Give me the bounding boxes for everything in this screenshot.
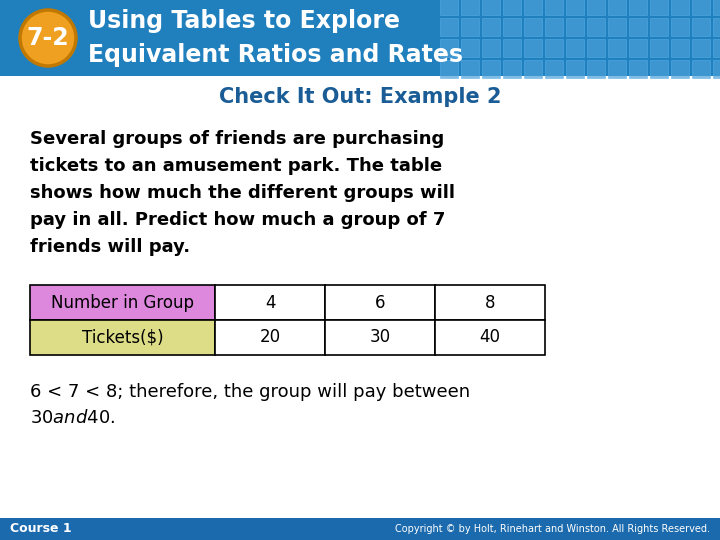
Bar (215, 320, 325, 355)
Text: 6: 6 (374, 294, 385, 312)
Bar (587, 0, 605, 15)
Bar (325, 320, 435, 355)
Bar (440, 18, 458, 36)
Text: pay in all. Predict how much a group of 7: pay in all. Predict how much a group of … (30, 211, 446, 229)
Bar (482, 0, 500, 15)
Bar (692, 0, 710, 15)
Bar (650, 39, 668, 57)
Bar (0, 0, 720, 76)
Bar (461, 60, 479, 78)
Bar (30, 285, 215, 320)
Text: Equivalent Ratios and Rates: Equivalent Ratios and Rates (88, 43, 463, 67)
Bar (461, 18, 479, 36)
Text: 40: 40 (480, 328, 500, 347)
Bar (608, 18, 626, 36)
Bar (713, 18, 720, 36)
Text: 6 < 7 < 8; therefore, the group will pay between: 6 < 7 < 8; therefore, the group will pay… (30, 383, 470, 401)
Bar (566, 39, 584, 57)
Text: $30 and $40.: $30 and $40. (30, 409, 115, 427)
Bar (524, 39, 542, 57)
Text: friends will pay.: friends will pay. (30, 238, 190, 256)
Bar (435, 320, 545, 355)
Text: Tickets($): Tickets($) (81, 328, 163, 347)
Bar (482, 60, 500, 78)
Bar (215, 285, 325, 320)
Bar (713, 60, 720, 78)
Bar (692, 60, 710, 78)
Bar (692, 18, 710, 36)
Bar (461, 0, 479, 15)
Bar (650, 60, 668, 78)
Bar (503, 39, 521, 57)
Bar (503, 0, 521, 15)
Bar (503, 60, 521, 78)
Bar (566, 60, 584, 78)
Text: Check It Out: Example 2: Check It Out: Example 2 (219, 87, 501, 107)
Bar (524, 18, 542, 36)
Bar (440, 39, 458, 57)
Text: 7-2: 7-2 (27, 26, 69, 50)
Bar (325, 285, 435, 320)
Bar (608, 0, 626, 15)
Bar (545, 0, 563, 15)
Bar (440, 60, 458, 78)
Bar (30, 320, 215, 355)
Bar (482, 18, 500, 36)
Bar (629, 60, 647, 78)
Text: 8: 8 (485, 294, 495, 312)
Bar (629, 39, 647, 57)
Bar (650, 18, 668, 36)
Bar (671, 18, 689, 36)
Bar (650, 0, 668, 15)
Bar (545, 39, 563, 57)
Text: tickets to an amusement park. The table: tickets to an amusement park. The table (30, 157, 442, 175)
Bar (629, 0, 647, 15)
Bar (671, 39, 689, 57)
Bar (671, 0, 689, 15)
Bar (461, 39, 479, 57)
Bar (629, 18, 647, 36)
Bar (566, 18, 584, 36)
Bar (435, 285, 545, 320)
Bar (545, 18, 563, 36)
Bar (0, 518, 720, 540)
Text: 30: 30 (369, 328, 390, 347)
Bar (440, 0, 458, 15)
Bar (566, 0, 584, 15)
Text: Using Tables to Explore: Using Tables to Explore (88, 9, 400, 33)
Bar (587, 60, 605, 78)
Text: Several groups of friends are purchasing: Several groups of friends are purchasing (30, 130, 444, 148)
Bar (713, 0, 720, 15)
Bar (692, 39, 710, 57)
Bar (524, 60, 542, 78)
Text: Course 1: Course 1 (10, 523, 71, 536)
Bar (608, 60, 626, 78)
Bar (524, 0, 542, 15)
Bar (671, 60, 689, 78)
Text: 4: 4 (265, 294, 275, 312)
Bar (713, 39, 720, 57)
Bar (503, 18, 521, 36)
Bar (482, 39, 500, 57)
Bar (587, 39, 605, 57)
Circle shape (20, 10, 76, 66)
Text: shows how much the different groups will: shows how much the different groups will (30, 184, 455, 202)
Bar (608, 39, 626, 57)
Bar (587, 18, 605, 36)
Text: Copyright © by Holt, Rinehart and Winston. All Rights Reserved.: Copyright © by Holt, Rinehart and Winsto… (395, 524, 710, 534)
Text: Number in Group: Number in Group (51, 294, 194, 312)
Text: 20: 20 (259, 328, 281, 347)
Bar (545, 60, 563, 78)
